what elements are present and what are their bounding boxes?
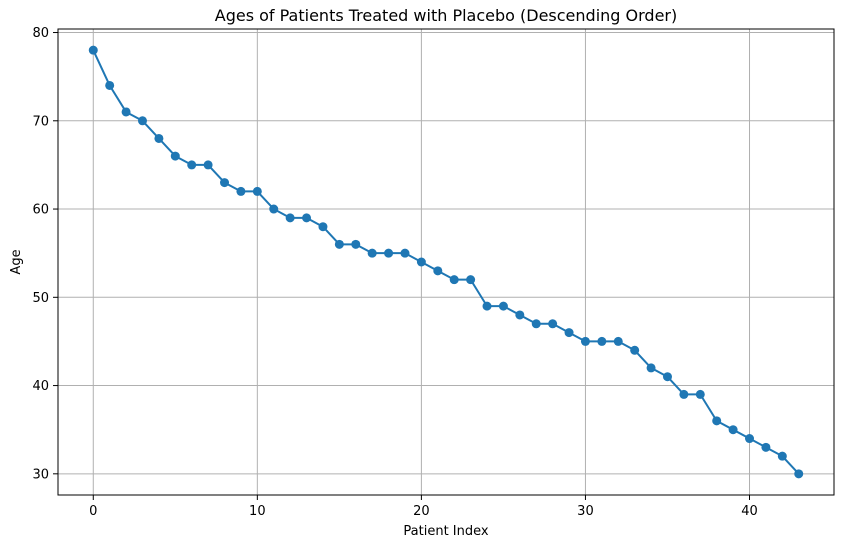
data-points [88,45,804,479]
data-point [498,301,508,311]
data-point [433,266,443,276]
data-point [580,336,590,346]
grid-lines [58,29,834,495]
data-point [662,372,672,382]
data-point [121,107,131,117]
x-tick-label: 40 [741,504,758,519]
data-point [531,319,541,329]
y-tick-label: 60 [32,203,49,218]
x-axis-label: Patient Index [403,524,488,539]
data-point [416,257,426,267]
data-point [203,160,213,170]
series-line [92,49,800,475]
y-tick-label: 30 [32,467,49,482]
data-point [154,133,164,143]
data-point [269,204,279,214]
data-point [548,319,558,329]
data-point [220,178,230,188]
data-point [400,248,410,258]
data-point [515,310,525,320]
axis-ticks: 0 10 20 30 40 30 40 50 60 70 80 [32,26,757,519]
data-point [777,451,787,461]
data-point [449,275,459,285]
data-point [794,469,804,479]
data-point [679,389,689,399]
data-point [630,345,640,355]
data-point [712,416,722,426]
chart-title: Ages of Patients Treated with Placebo (D… [215,6,677,25]
data-point [252,186,262,196]
y-tick-label: 50 [32,291,49,306]
y-tick-label: 70 [32,114,49,129]
data-point [613,336,623,346]
series-line-layer [92,49,800,475]
data-point [318,222,328,232]
data-point [367,248,377,258]
data-point [646,363,656,373]
data-point [105,80,115,90]
data-point [466,275,476,285]
data-point [745,434,755,444]
data-point [597,336,607,346]
y-axis-label: Age [9,249,24,274]
y-tick-label: 40 [32,379,49,394]
data-point [351,239,361,249]
data-point [695,389,705,399]
x-tick-label: 30 [577,504,594,519]
data-point [334,239,344,249]
data-point [285,213,295,223]
data-point [302,213,312,223]
data-point [137,116,147,126]
data-point [384,248,394,258]
data-point [728,425,738,435]
data-point [564,328,574,338]
data-point [482,301,492,311]
x-tick-label: 10 [249,504,266,519]
x-tick-label: 0 [89,504,97,519]
data-point [761,442,771,452]
plot-frame [57,28,835,496]
data-point [187,160,197,170]
x-tick-label: 20 [413,504,430,519]
data-point [170,151,180,161]
data-point [236,186,246,196]
data-point [88,45,98,55]
y-tick-label: 80 [32,26,49,41]
